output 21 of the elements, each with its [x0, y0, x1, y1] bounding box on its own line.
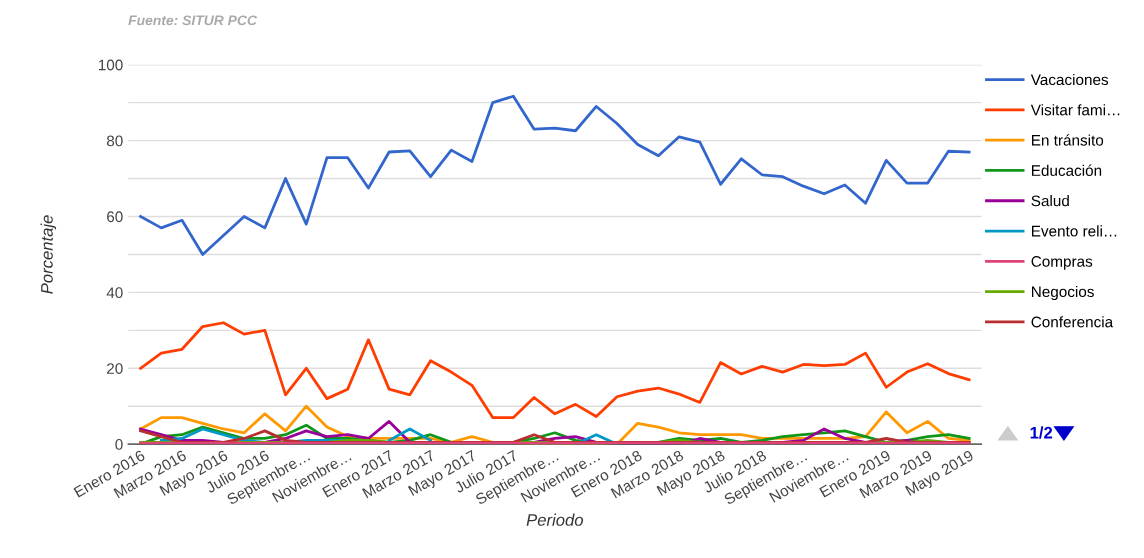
y-tick-label: 80	[106, 135, 123, 147]
x-axis-title: Periodo	[526, 513, 584, 526]
legend-label: En tránsito	[1032, 134, 1104, 146]
y-tick-label: 100	[98, 59, 123, 71]
legend-label: Compras	[1031, 256, 1093, 270]
legend-label: Salud	[1031, 195, 1069, 207]
source-note: Fuente: SITUR PCC	[128, 15, 258, 26]
y-tick-label: 40	[106, 287, 123, 299]
text: 1/2	[1030, 426, 1053, 439]
legend-label: Visitar fami…	[1030, 104, 1120, 116]
legend-label: Educación	[1032, 164, 1102, 176]
legend-label: Evento reli…	[1032, 225, 1117, 237]
legend-label: Conferencia	[1031, 316, 1114, 328]
y-tick-label: 20	[107, 363, 123, 374]
line-series	[139, 94, 971, 256]
line-series	[139, 321, 971, 419]
legend-label: Vacaciones	[1030, 73, 1109, 86]
y-tick-label: 0	[115, 439, 123, 450]
y-axis-title: Porcentaje	[40, 215, 57, 294]
y-tick-label: 60	[107, 211, 123, 223]
legend-label: Negocios	[1032, 285, 1094, 301]
